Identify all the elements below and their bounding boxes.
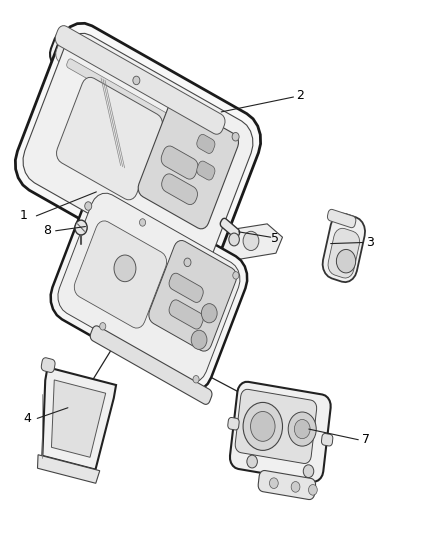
Polygon shape <box>228 417 239 430</box>
Polygon shape <box>321 433 333 446</box>
Polygon shape <box>41 358 55 373</box>
Polygon shape <box>56 38 225 149</box>
Circle shape <box>75 220 87 235</box>
Text: 5: 5 <box>271 232 279 245</box>
Circle shape <box>139 219 145 226</box>
Polygon shape <box>74 221 166 328</box>
Polygon shape <box>169 300 203 329</box>
Text: 8: 8 <box>43 224 51 237</box>
Text: 3: 3 <box>366 236 374 249</box>
Circle shape <box>114 255 136 281</box>
Circle shape <box>291 481 300 492</box>
Text: 4: 4 <box>23 412 31 425</box>
Polygon shape <box>15 23 261 280</box>
Polygon shape <box>57 77 162 200</box>
Circle shape <box>294 419 310 439</box>
Polygon shape <box>42 367 116 470</box>
Polygon shape <box>38 455 100 483</box>
Circle shape <box>201 304 217 323</box>
Polygon shape <box>162 174 198 205</box>
Polygon shape <box>67 59 187 133</box>
Polygon shape <box>90 326 212 405</box>
Polygon shape <box>58 193 240 382</box>
Circle shape <box>308 484 317 495</box>
Polygon shape <box>169 273 203 302</box>
Polygon shape <box>328 209 356 228</box>
Polygon shape <box>230 382 331 482</box>
Polygon shape <box>138 102 238 229</box>
Circle shape <box>233 272 239 279</box>
Polygon shape <box>328 228 360 278</box>
Polygon shape <box>323 214 365 282</box>
Polygon shape <box>220 219 240 238</box>
Polygon shape <box>258 471 315 499</box>
Text: 1: 1 <box>20 209 28 222</box>
Circle shape <box>303 465 314 478</box>
Circle shape <box>269 478 278 489</box>
Polygon shape <box>161 146 198 179</box>
Polygon shape <box>51 380 106 457</box>
Polygon shape <box>55 26 225 134</box>
Circle shape <box>85 202 92 211</box>
Circle shape <box>232 133 239 141</box>
Circle shape <box>247 455 258 468</box>
Polygon shape <box>50 31 230 155</box>
Circle shape <box>133 76 140 85</box>
Polygon shape <box>149 240 237 351</box>
Circle shape <box>243 231 259 251</box>
Polygon shape <box>215 224 283 261</box>
Polygon shape <box>51 184 247 391</box>
Polygon shape <box>23 34 253 270</box>
Circle shape <box>336 249 356 273</box>
Circle shape <box>229 233 240 246</box>
Circle shape <box>288 412 316 446</box>
Polygon shape <box>235 389 317 464</box>
Circle shape <box>184 258 191 266</box>
Circle shape <box>251 411 275 441</box>
Polygon shape <box>197 161 215 180</box>
Polygon shape <box>197 134 215 154</box>
Circle shape <box>191 330 207 350</box>
Circle shape <box>243 402 283 450</box>
Text: 2: 2 <box>296 90 304 102</box>
Text: 7: 7 <box>362 433 370 446</box>
Circle shape <box>193 376 199 383</box>
Circle shape <box>100 322 106 330</box>
